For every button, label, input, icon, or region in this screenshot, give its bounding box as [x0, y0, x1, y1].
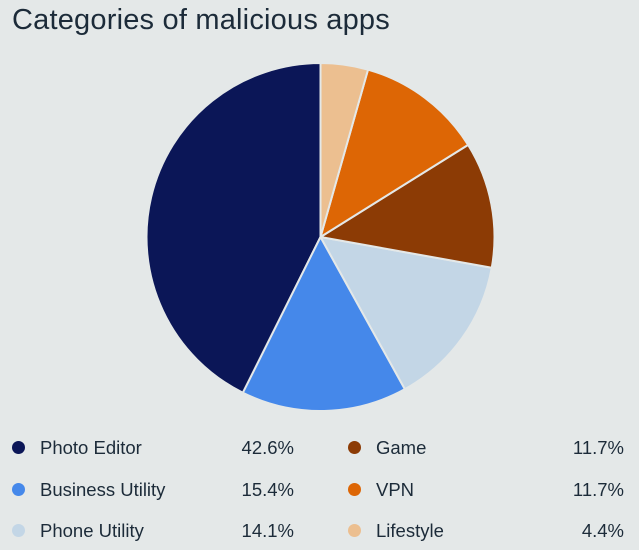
legend-swatch — [12, 483, 25, 496]
legend-swatch — [348, 483, 361, 496]
legend-item-vpn: VPN 11.7% — [348, 469, 624, 509]
legend-value: 14.1% — [241, 520, 294, 541]
legend-value: 11.7% — [572, 437, 624, 458]
legend-value: 42.6% — [241, 437, 294, 458]
chart-legend: Photo Editor 42.6% Business Utility 15.4… — [0, 427, 639, 550]
legend-label: Game — [376, 437, 427, 458]
chart-title: Categories of malicious apps — [12, 4, 390, 36]
pie-chart — [145, 62, 496, 412]
legend-swatch — [12, 441, 25, 454]
legend-swatch — [348, 524, 361, 537]
legend-value: 15.4% — [241, 479, 294, 500]
legend-label: Phone Utility — [40, 520, 144, 541]
legend-label: Business Utility — [40, 479, 166, 500]
legend-swatch — [12, 524, 25, 537]
legend-item-photo-editor: Photo Editor 42.6% — [12, 427, 302, 467]
pie-slice-phone-utility — [319, 236, 493, 391]
legend-swatch — [348, 441, 361, 454]
pie-slice-business-utility — [241, 236, 406, 412]
legend-item-phone-utility: Phone Utility 14.1% — [12, 510, 302, 550]
pie-slice-vpn — [319, 68, 470, 238]
legend-value: 11.7% — [572, 479, 624, 500]
legend-item-game: Game 11.7% — [348, 427, 624, 467]
legend-item-lifestyle: Lifestyle 4.4% — [348, 510, 624, 550]
pie-slice-photo-editor — [145, 62, 322, 394]
pie-slice-lifestyle — [319, 62, 370, 238]
legend-value: 4.4% — [581, 520, 624, 541]
legend-label: Lifestyle — [376, 520, 444, 541]
legend-item-business-utility: Business Utility 15.4% — [12, 469, 302, 509]
legend-label: VPN — [376, 479, 415, 500]
pie-slice-game — [319, 143, 496, 269]
legend-label: Photo Editor — [40, 437, 142, 458]
